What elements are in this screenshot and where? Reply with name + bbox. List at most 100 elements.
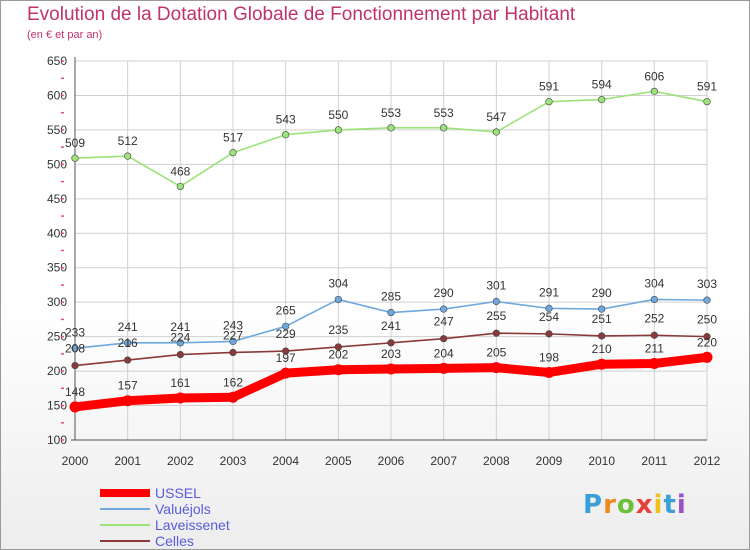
legend-item: Laveissenet: [100, 517, 300, 533]
data-point: [71, 344, 79, 352]
data-label: 227: [223, 328, 243, 342]
legend-label: Laveissenet: [155, 517, 230, 533]
logo-letter: x: [635, 490, 654, 520]
y-tick-label: 450: [47, 192, 67, 206]
data-label: 265: [276, 303, 296, 317]
x-tick-label: 2010: [588, 454, 615, 468]
legend-item: Valuéjols: [100, 501, 300, 517]
data-point: [598, 332, 606, 340]
data-point: [387, 339, 395, 347]
logo-letter: i: [653, 490, 664, 520]
data-label: 220: [697, 335, 717, 349]
data-label: 162: [223, 375, 243, 389]
legend-swatch: [100, 508, 150, 510]
data-point: [334, 126, 342, 134]
logo-letter: o: [616, 490, 636, 520]
x-tick-label: 2011: [641, 454, 667, 468]
data-point: [440, 335, 448, 343]
data-label: 243: [223, 318, 243, 332]
data-label: 255: [486, 309, 506, 323]
data-point: [703, 333, 711, 341]
legend-item: USSEL: [100, 485, 300, 501]
data-point: [387, 308, 395, 317]
data-label: 290: [434, 286, 454, 300]
data-point: [124, 356, 132, 364]
data-label: 233: [65, 325, 85, 339]
data-label: 553: [434, 106, 454, 120]
data-label: 198: [539, 350, 559, 364]
x-tick-label: 2001: [114, 454, 141, 468]
y-tick-label: 600: [47, 88, 67, 102]
data-point: [701, 351, 713, 363]
x-tick-label: 2003: [220, 454, 247, 468]
data-point: [598, 95, 606, 104]
data-point: [385, 363, 397, 375]
data-point: [227, 391, 239, 403]
data-point: [545, 330, 553, 338]
data-point: [598, 305, 606, 313]
x-tick-label: 2000: [62, 454, 89, 468]
data-label: 291: [539, 285, 559, 299]
legend-swatch: [100, 540, 150, 542]
data-point: [176, 350, 184, 359]
x-tick-label: 2002: [167, 454, 194, 468]
data-label: 250: [697, 313, 717, 327]
proxiti-logo: Proxiti: [583, 490, 687, 520]
y-tick-label: 150: [47, 399, 67, 413]
legend-item: Celles: [100, 533, 300, 549]
data-label: 553: [381, 106, 401, 120]
x-tick-label: 2004: [272, 454, 299, 468]
data-label: 235: [328, 323, 348, 337]
data-point: [492, 297, 500, 306]
y-tick-label: 400: [47, 226, 67, 240]
x-tick-label: 2007: [430, 454, 457, 468]
data-point: [650, 295, 658, 304]
data-point: [122, 395, 134, 407]
data-point: [387, 124, 395, 132]
y-tick-label: 300: [47, 295, 67, 309]
x-tick-label: 2009: [536, 454, 563, 468]
data-point: [282, 347, 290, 355]
x-tick-label: 2006: [378, 454, 405, 468]
y-tick-label: 350: [47, 261, 67, 275]
data-label: 285: [381, 290, 401, 304]
data-label: 254: [539, 310, 559, 324]
data-point: [176, 182, 184, 191]
legend-label: Celles: [155, 533, 194, 549]
data-point: [492, 329, 500, 337]
data-label: 290: [592, 286, 612, 300]
data-label: 247: [434, 315, 454, 329]
data-label: 148: [65, 385, 85, 399]
y-tick-label: 100: [47, 433, 67, 447]
x-tick-label: 2008: [483, 454, 510, 468]
data-point: [69, 401, 81, 413]
data-point: [280, 367, 292, 379]
data-label: 197: [276, 351, 296, 365]
data-label: 241: [381, 319, 401, 333]
data-label: 204: [434, 346, 454, 360]
data-label: 517: [223, 131, 243, 145]
data-point: [334, 295, 342, 304]
data-label: 543: [276, 113, 296, 127]
y-tick-label: 650: [47, 54, 67, 68]
data-label: 550: [328, 108, 348, 122]
data-label: 157: [118, 379, 138, 393]
data-label: 241: [118, 320, 138, 334]
data-label: 210: [592, 342, 612, 356]
data-label: 203: [381, 347, 401, 361]
legend-label: Valuéjols: [155, 501, 211, 517]
data-label: 304: [328, 276, 348, 290]
data-point: [174, 392, 186, 404]
chart-subtitle: (en € et par an): [27, 29, 103, 41]
data-point: [490, 362, 502, 374]
legend-swatch: [100, 489, 150, 497]
data-label: 241: [170, 320, 190, 334]
data-point: [334, 343, 342, 351]
logo-letter: r: [603, 490, 617, 520]
data-label: 547: [486, 110, 506, 124]
data-point: [703, 98, 711, 106]
data-point: [438, 362, 450, 374]
data-point: [71, 154, 79, 162]
data-label: 202: [328, 348, 348, 362]
data-point: [703, 296, 711, 304]
